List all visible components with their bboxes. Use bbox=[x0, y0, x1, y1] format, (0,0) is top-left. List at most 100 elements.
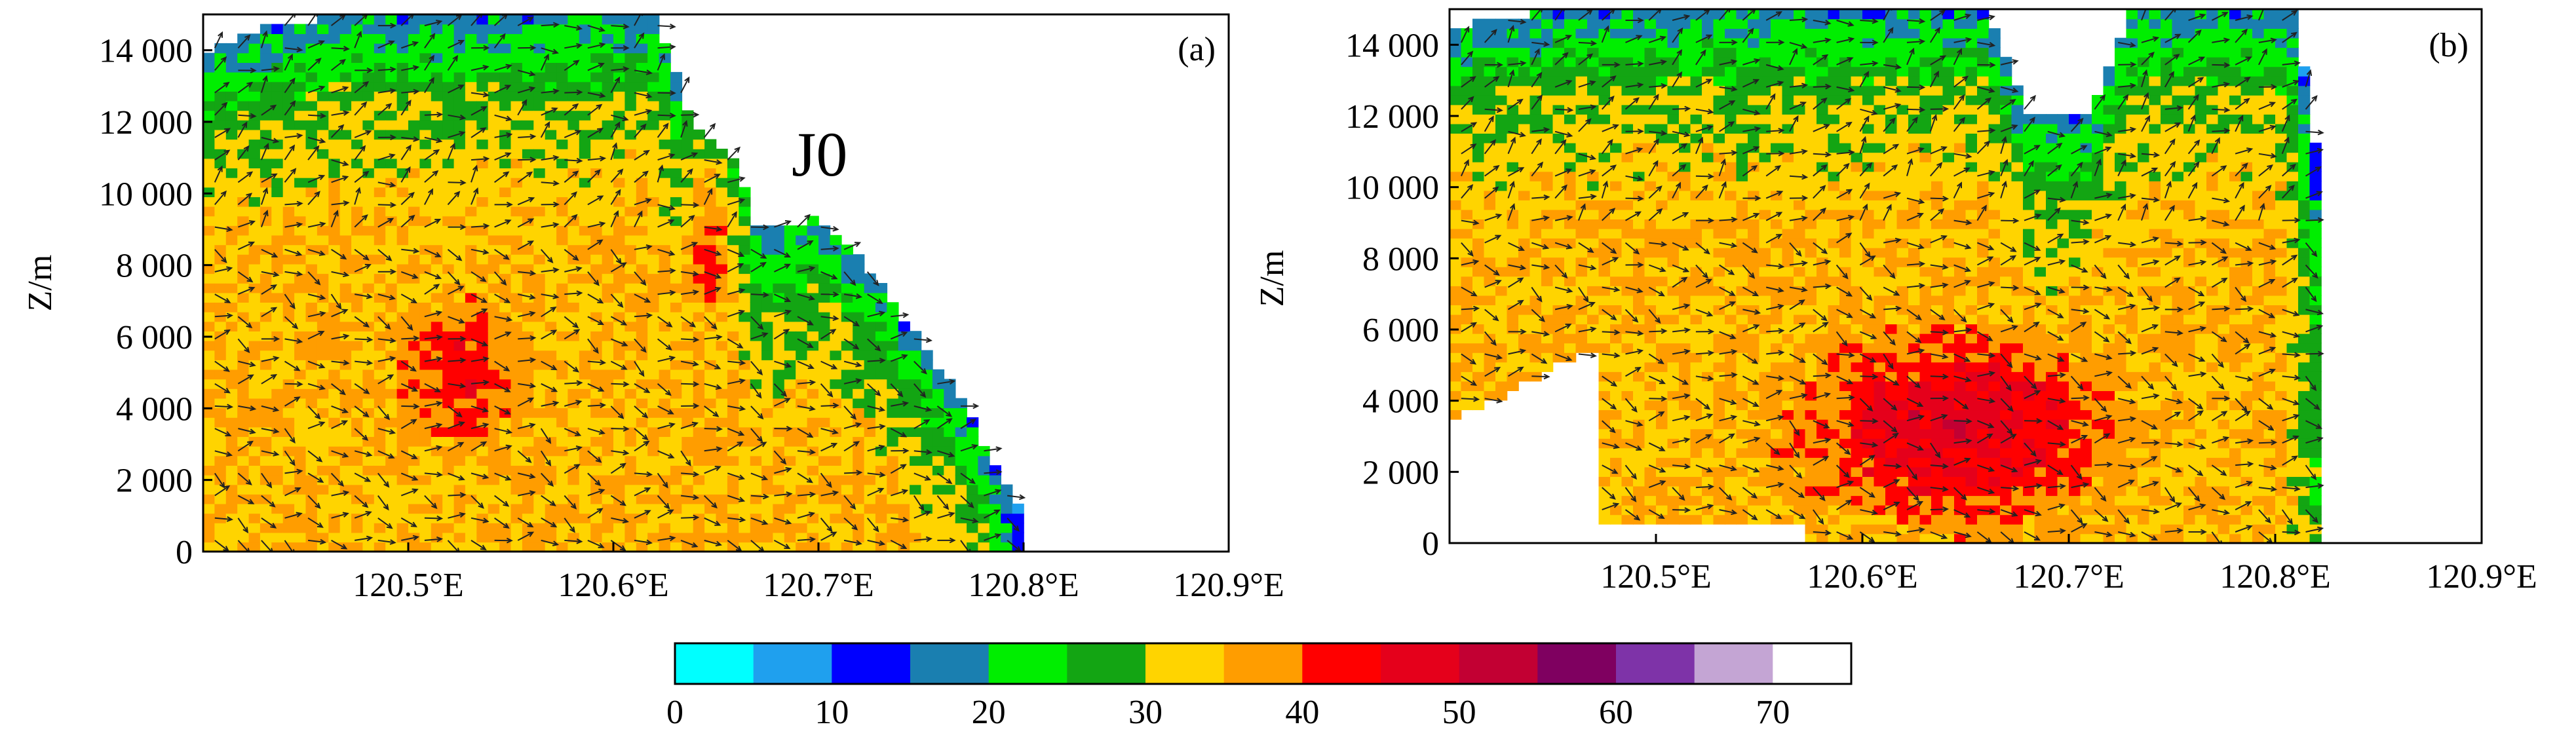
wind-vector-head bbox=[505, 331, 512, 337]
field-cell bbox=[670, 340, 683, 351]
wind-vector bbox=[424, 149, 439, 160]
wind-vector bbox=[494, 293, 510, 303]
wind-vector-head bbox=[355, 187, 361, 194]
field-cell bbox=[305, 24, 318, 34]
wind-vector bbox=[750, 360, 763, 375]
field-cell bbox=[579, 129, 591, 140]
field-cell bbox=[374, 81, 386, 92]
field-cell bbox=[773, 254, 785, 265]
field-cell bbox=[739, 503, 751, 514]
field-cell bbox=[396, 474, 409, 485]
field-cell bbox=[716, 388, 728, 399]
wind-vector-head bbox=[617, 413, 625, 419]
wind-vector bbox=[564, 360, 579, 373]
field-cell bbox=[693, 149, 705, 159]
field-cell bbox=[510, 129, 523, 140]
field-cell bbox=[408, 340, 421, 351]
wind-vector-head bbox=[405, 166, 411, 173]
field-cell bbox=[510, 14, 523, 25]
wind-vector-head bbox=[296, 221, 303, 228]
field-cell bbox=[294, 494, 307, 504]
field-cell bbox=[533, 206, 546, 217]
field-cell bbox=[419, 43, 432, 54]
field-cell bbox=[910, 436, 922, 447]
field-cell bbox=[351, 379, 364, 389]
field-cell bbox=[796, 369, 808, 380]
field-cell bbox=[602, 379, 614, 389]
field-cell bbox=[488, 331, 500, 341]
field-cell bbox=[602, 62, 614, 73]
wind-vector bbox=[518, 136, 535, 138]
field-cell bbox=[237, 311, 250, 322]
field-cell bbox=[1564, 123, 1577, 134]
wind-vector bbox=[261, 357, 279, 362]
field-cell bbox=[579, 225, 591, 236]
wind-vector bbox=[354, 472, 370, 482]
wind-vector-head bbox=[406, 99, 412, 106]
field-cell bbox=[898, 532, 910, 543]
field-cell bbox=[625, 398, 637, 409]
field-cell bbox=[647, 369, 660, 380]
field-cell bbox=[1552, 228, 1565, 239]
field-cell bbox=[317, 244, 330, 255]
wind-vector-head bbox=[219, 481, 225, 489]
field-cell bbox=[818, 436, 831, 447]
wind-vector-head bbox=[850, 503, 856, 510]
wind-vector-head bbox=[527, 16, 534, 22]
wind-vector bbox=[797, 338, 813, 348]
field-cell bbox=[613, 263, 626, 274]
field-cell bbox=[830, 321, 842, 331]
field-cell bbox=[374, 91, 386, 102]
wind-vector-head bbox=[343, 333, 350, 340]
field-cell bbox=[328, 292, 341, 303]
panel-a-wind-vectors bbox=[214, 14, 1026, 552]
field-cell bbox=[807, 503, 819, 514]
field-cell bbox=[1518, 305, 1531, 315]
field-cell bbox=[328, 494, 341, 504]
wind-vector bbox=[634, 246, 651, 250]
wind-vector bbox=[657, 25, 675, 28]
field-cell bbox=[659, 283, 671, 293]
field-cell bbox=[453, 542, 466, 552]
wind-vector bbox=[471, 441, 486, 452]
field-cell bbox=[351, 436, 364, 447]
field-cell bbox=[602, 445, 614, 457]
field-cell bbox=[510, 273, 523, 284]
field-cell bbox=[1450, 276, 1462, 286]
field-cell bbox=[602, 417, 614, 428]
wind-vector bbox=[610, 405, 624, 419]
field-cell bbox=[385, 110, 398, 121]
wind-vector-head bbox=[784, 544, 791, 550]
field-cell bbox=[670, 474, 683, 485]
field-cell bbox=[1507, 352, 1519, 363]
field-cell bbox=[385, 235, 398, 246]
field-cell bbox=[613, 225, 626, 236]
wind-vector-head bbox=[362, 81, 370, 87]
wind-vector bbox=[354, 130, 371, 138]
wind-vector bbox=[377, 154, 394, 161]
wind-vector bbox=[657, 54, 665, 71]
field-cell bbox=[602, 388, 614, 399]
wind-vector-head bbox=[668, 204, 676, 211]
wind-vector bbox=[891, 402, 908, 407]
wind-vector bbox=[843, 316, 859, 327]
wind-vector bbox=[354, 14, 368, 26]
wind-vector-head bbox=[780, 390, 788, 398]
field-cell bbox=[704, 168, 717, 178]
field-cell bbox=[510, 216, 523, 226]
wind-vector bbox=[564, 267, 581, 273]
wind-vector bbox=[541, 330, 556, 340]
field-cell bbox=[294, 331, 307, 341]
field-cell bbox=[613, 244, 626, 255]
field-cell bbox=[339, 379, 352, 389]
field-cell bbox=[625, 379, 637, 389]
wind-vector bbox=[377, 338, 395, 342]
field-cell bbox=[431, 24, 443, 34]
field-cell bbox=[921, 455, 933, 466]
wind-vector-head bbox=[225, 451, 233, 457]
field-cell bbox=[1495, 114, 1508, 124]
wind-vector bbox=[517, 312, 535, 318]
field-cell bbox=[533, 158, 546, 168]
wind-vector bbox=[377, 357, 395, 362]
